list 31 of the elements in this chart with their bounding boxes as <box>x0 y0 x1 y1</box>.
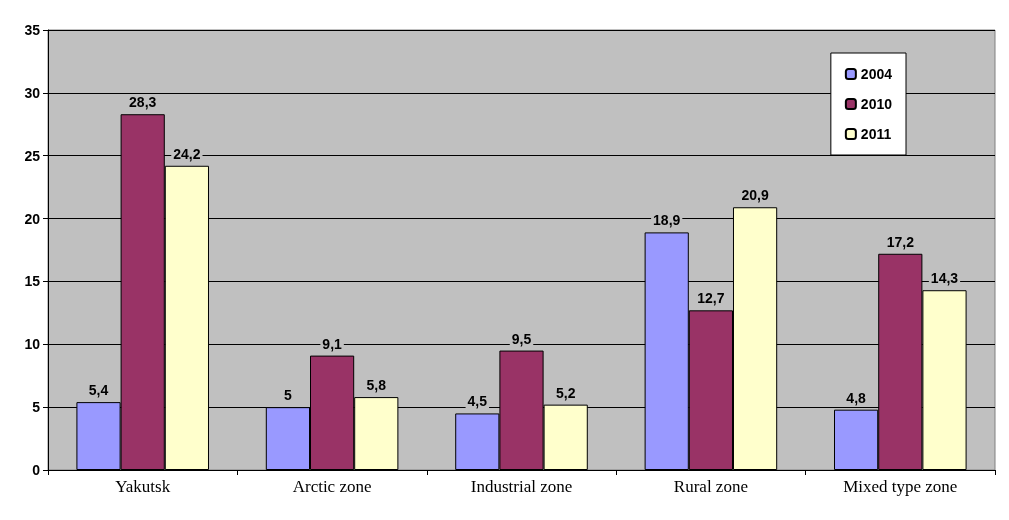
data-label: 20,9 <box>741 187 769 204</box>
data-label: 28,3 <box>129 94 157 111</box>
y-tick-label: 20 <box>24 210 41 227</box>
x-tick-label: Arctic zone <box>292 477 372 496</box>
data-label: 14,3 <box>930 270 959 287</box>
y-tick-label: 35 <box>24 22 41 38</box>
x-tick-label: Mixed type zone <box>843 477 958 496</box>
x-tick-label: Rural zone <box>673 477 748 496</box>
data-label: 17,2 <box>886 233 915 250</box>
data-label: 4,8 <box>846 389 867 406</box>
data-label: 5,8 <box>366 377 387 394</box>
y-tick-label: 25 <box>24 147 41 164</box>
data-label: 5 <box>284 387 293 404</box>
data-label: 18,9 <box>653 212 681 229</box>
data-label: 5,4 <box>88 382 109 399</box>
legend-label: 2011 <box>860 126 892 142</box>
legend-label: 2010 <box>860 96 893 112</box>
y-tick-label: 10 <box>24 336 41 353</box>
y-tick-label: 5 <box>32 399 41 416</box>
data-label: 5,2 <box>555 384 576 401</box>
x-tick-label: Yakutsk <box>115 477 171 496</box>
y-tick-label: 0 <box>32 462 41 478</box>
data-label: 9,5 <box>511 330 532 347</box>
data-label: 12,7 <box>697 290 725 307</box>
x-tick-label: Industrial zone <box>470 477 573 496</box>
y-tick-label: 30 <box>24 84 41 101</box>
y-tick-label: 15 <box>24 273 41 290</box>
legend-label: 2004 <box>860 66 893 82</box>
data-label: 9,1 <box>322 335 343 352</box>
data-label: 4,5 <box>467 393 488 410</box>
data-label: 24,2 <box>173 145 201 162</box>
